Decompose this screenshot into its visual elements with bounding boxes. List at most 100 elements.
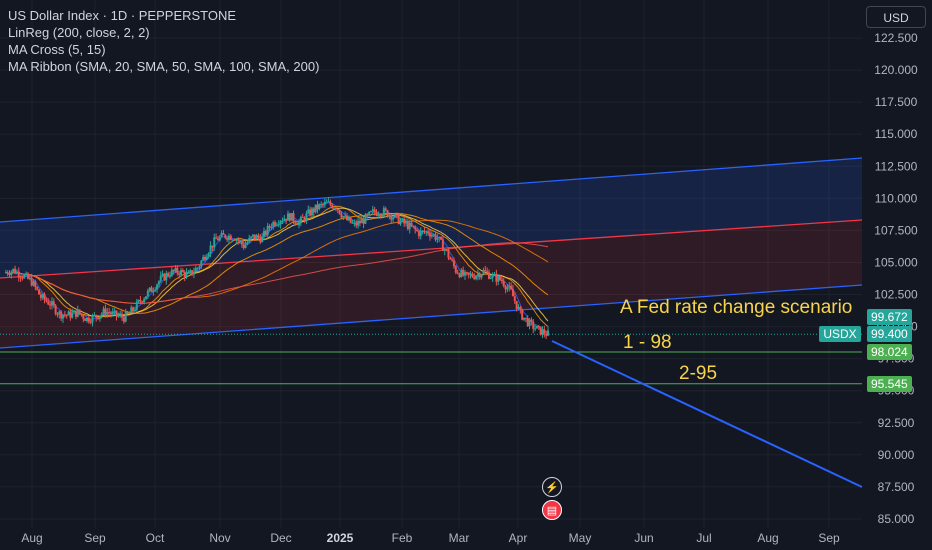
- candle-body: [353, 222, 356, 224]
- candle-body: [144, 296, 147, 299]
- macross-indicator[interactable]: MA Cross (5, 15): [8, 42, 106, 57]
- candle-body: [170, 269, 173, 276]
- maribbon-indicator[interactable]: MA Ribbon (SMA, 20, SMA, 50, SMA, 100, S…: [8, 59, 320, 74]
- x-tick-label: Sep: [818, 531, 840, 545]
- candle-body: [405, 222, 408, 224]
- candle-body: [275, 224, 278, 226]
- x-tick-label: Aug: [757, 531, 778, 545]
- us-flag-icon[interactable]: ▤: [542, 500, 562, 520]
- y-tick-label: 122.500: [874, 31, 918, 45]
- x-tick-label: Aug: [21, 531, 42, 545]
- candle-body: [65, 314, 68, 316]
- candle-body: [526, 318, 529, 327]
- currency-button[interactable]: USD: [866, 6, 926, 28]
- candle-body: [115, 310, 118, 317]
- candle-body: [226, 237, 229, 240]
- candle-body: [497, 275, 500, 282]
- candle-body: [489, 277, 492, 279]
- candle-body: [530, 319, 533, 322]
- candle-body: [369, 211, 372, 213]
- candle-body: [128, 312, 131, 314]
- x-tick-label: Apr: [509, 531, 528, 545]
- candle-body: [189, 270, 192, 273]
- candle-body: [417, 231, 420, 237]
- y-tick-label: 107.500: [874, 223, 918, 237]
- candle-body: [270, 226, 273, 228]
- candle-body: [517, 306, 520, 309]
- candle-body: [218, 236, 221, 241]
- candle-body: [117, 315, 120, 317]
- candle-body: [296, 223, 299, 226]
- candle-body: [192, 272, 195, 275]
- candle-body: [67, 311, 70, 316]
- candle-body: [416, 229, 419, 232]
- candle-body: [316, 204, 319, 209]
- channel-upper-line: [0, 157, 863, 223]
- candle-body: [264, 231, 267, 235]
- candle-body: [38, 289, 41, 295]
- y-tick-label: 110.000: [875, 191, 918, 205]
- candle-body: [231, 239, 234, 241]
- y-tick-label: 112.500: [875, 159, 918, 173]
- level-lines: [0, 333, 862, 385]
- candle-body: [12, 268, 15, 272]
- level-1-price-tag: 98.024: [867, 344, 912, 360]
- candle-body: [34, 281, 37, 287]
- candle-body: [499, 275, 502, 281]
- last-price-tag: 99.400: [867, 326, 912, 342]
- candle-body: [513, 296, 516, 302]
- candle-body: [178, 273, 181, 275]
- y-tick-label: 85.000: [878, 512, 915, 526]
- candle-body: [216, 238, 219, 241]
- regression-channel: [0, 157, 863, 349]
- candle-body: [425, 231, 428, 233]
- candle-body: [239, 240, 242, 242]
- candle-body: [98, 316, 101, 320]
- candle-body: [8, 274, 11, 276]
- candle-body: [257, 235, 260, 238]
- candle-body: [543, 329, 546, 335]
- channel-lower-line: [0, 284, 863, 349]
- candle-body: [397, 214, 400, 225]
- candle-body: [355, 222, 358, 226]
- candle-body: [126, 311, 129, 313]
- candle-body: [250, 236, 253, 238]
- linreg-indicator[interactable]: LinReg (200, close, 2, 2): [8, 25, 150, 40]
- candle-body: [360, 219, 363, 224]
- candle-body: [202, 256, 205, 261]
- candle-body: [222, 233, 225, 235]
- symbol-title[interactable]: US Dollar Index · 1D · PEPPERSTONE: [8, 8, 237, 23]
- candle-body: [268, 225, 271, 228]
- close-price-tag: 99.672: [867, 309, 912, 325]
- candle-body: [272, 222, 275, 227]
- candle-body: [163, 273, 166, 281]
- candle-body: [452, 260, 455, 267]
- indicator-legend: US Dollar Index · 1D · PEPPERSTONE LinRe…: [8, 7, 319, 75]
- candle-body: [495, 273, 498, 282]
- candle-body: [401, 218, 404, 221]
- candle-body: [183, 271, 186, 277]
- candle-body: [174, 267, 177, 272]
- candle-body: [111, 311, 114, 315]
- y-tick-label: 105.000: [874, 255, 918, 269]
- y-tick-label: 102.500: [874, 288, 918, 302]
- candle-body: [325, 201, 328, 203]
- candle-body: [204, 256, 207, 260]
- candle-body: [456, 272, 459, 274]
- candle-body: [58, 311, 61, 315]
- candle-body: [15, 271, 18, 274]
- candle-body: [493, 273, 496, 275]
- x-axis: Aug Sep Oct Nov Dec 2025 Feb Mar Apr May Jun Jul Aug…: [21, 531, 840, 545]
- candle-body: [191, 270, 194, 275]
- candle-body: [104, 308, 107, 315]
- candle-body: [421, 230, 424, 232]
- candle-body: [14, 268, 17, 274]
- candle-body: [229, 235, 232, 240]
- lightning-icon[interactable]: ⚡: [542, 477, 562, 497]
- x-tick-label: May: [569, 531, 592, 545]
- candle-body: [449, 257, 452, 260]
- candle-body: [382, 208, 385, 215]
- candle-body: [23, 275, 26, 279]
- candle-body: [181, 270, 184, 272]
